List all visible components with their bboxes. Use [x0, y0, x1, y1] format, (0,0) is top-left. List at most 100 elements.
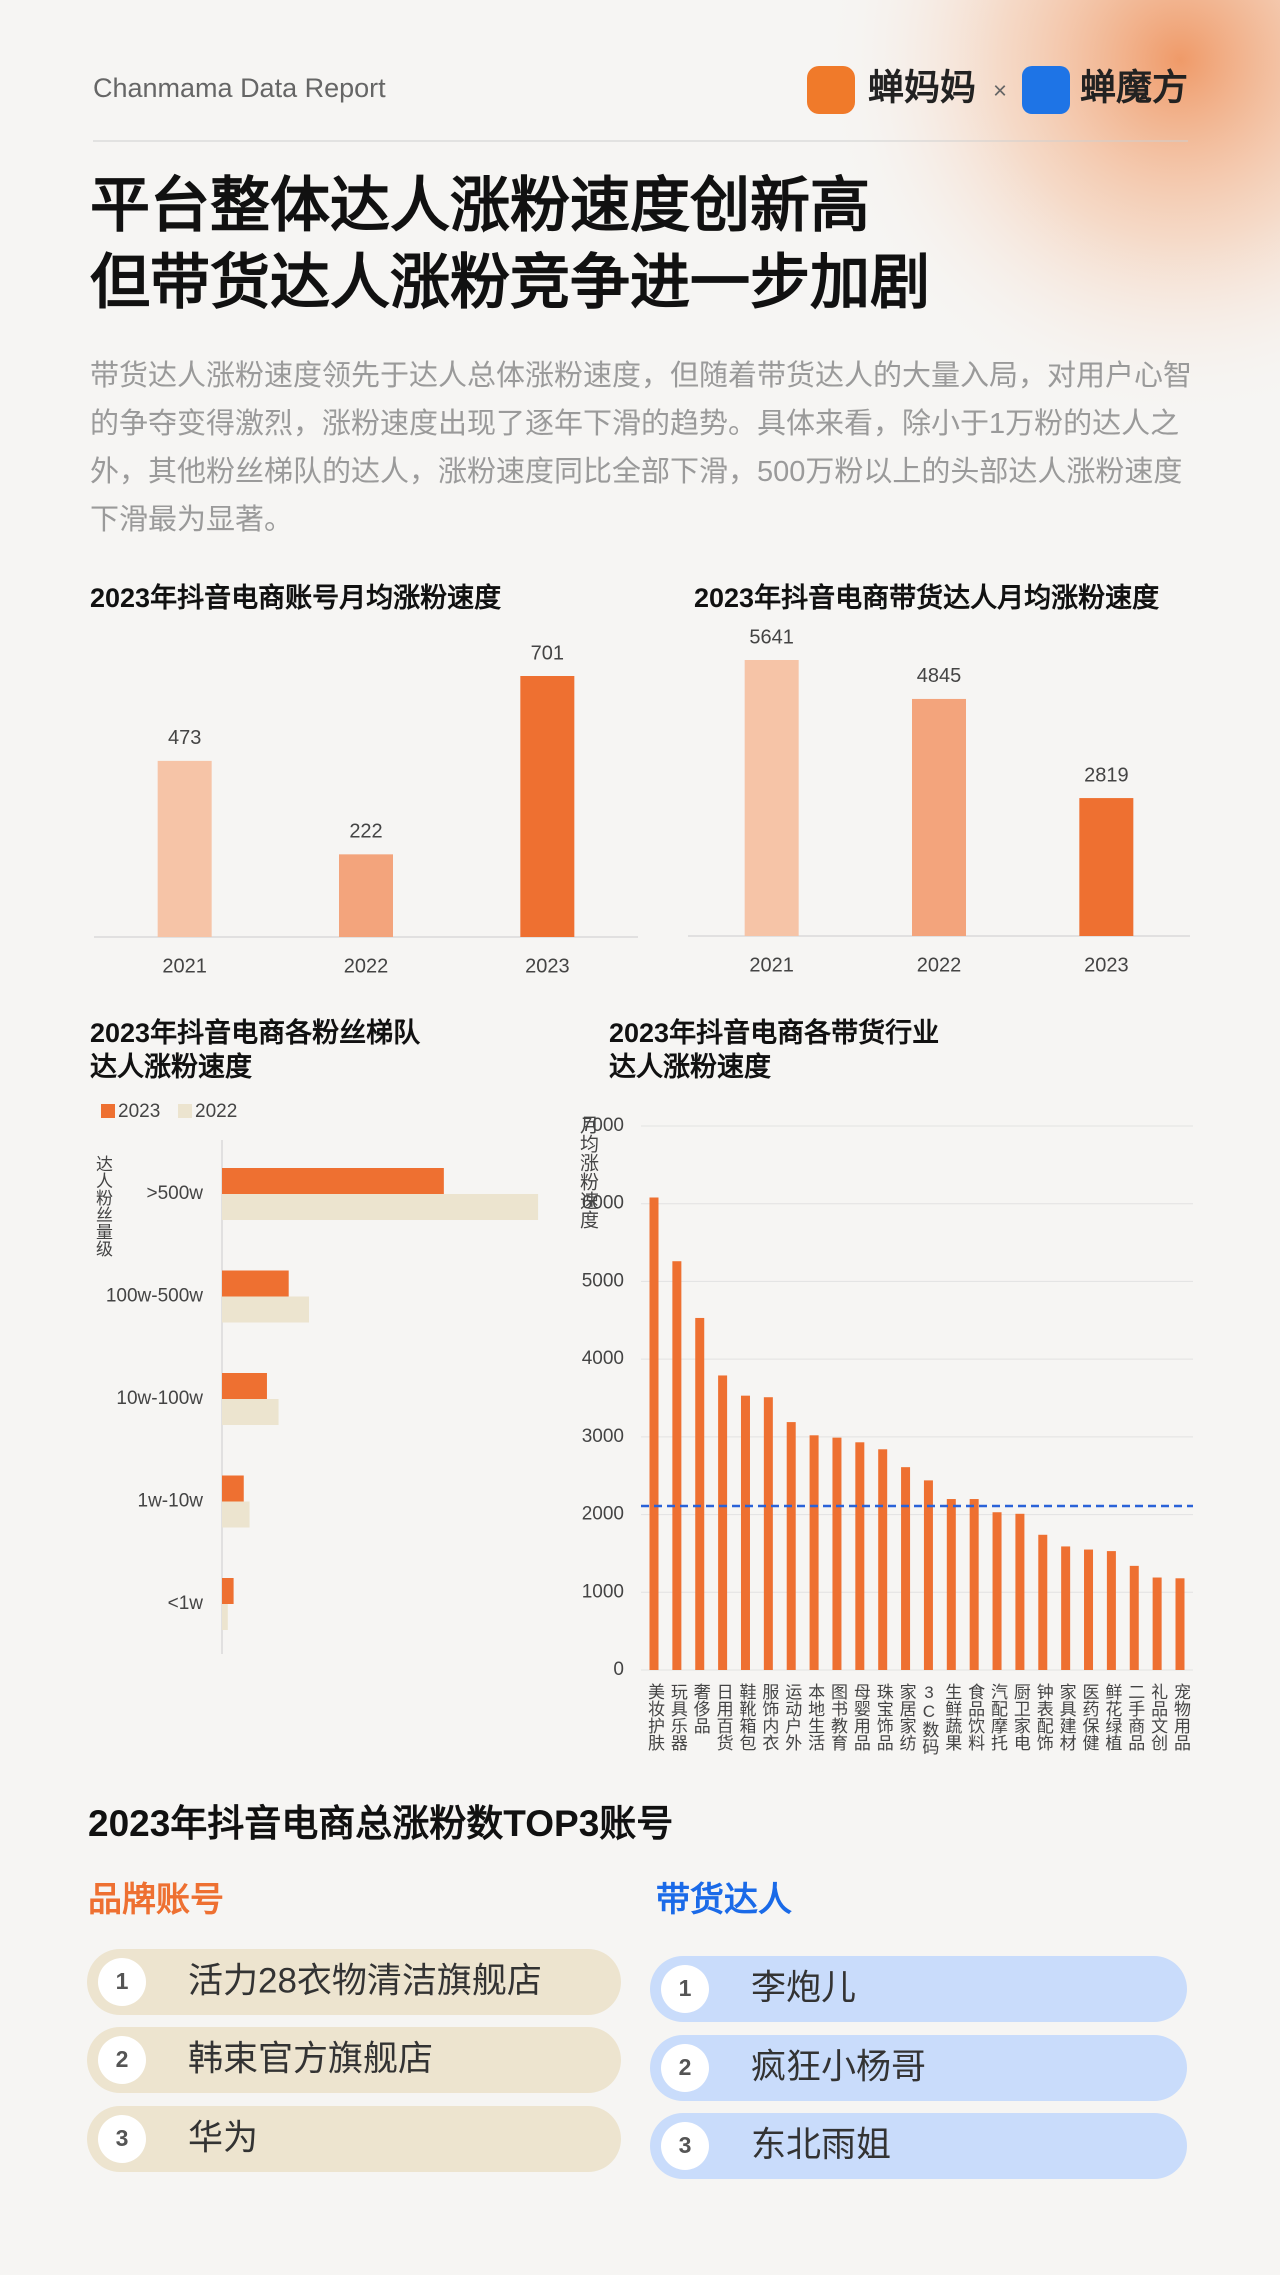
rank-badge: [98, 2036, 146, 2084]
bar: [222, 1578, 234, 1604]
legend-label: 2022: [195, 1101, 237, 1122]
x-tick-label: 生鲜蔬果: [942, 1683, 962, 1751]
bar: [992, 1512, 1002, 1670]
y-tick-label: 1000: [582, 1581, 624, 1602]
bar: [222, 1475, 244, 1502]
brand-b: 蝉魔方: [1080, 67, 1188, 108]
rank-number: 2: [679, 2054, 692, 2080]
y-tick-label: 3000: [582, 1426, 624, 1447]
x-tick-label: 母婴用品: [850, 1683, 870, 1751]
bar: [1175, 1578, 1185, 1670]
value-label: 701: [531, 642, 564, 664]
bar: [1129, 1565, 1139, 1670]
intro: 带货达人涨粉速度领先于达人总体涨粉速度，但随着带货达人的大量入局，对用户心智的争…: [90, 360, 1193, 536]
rank-number: 2: [116, 2046, 129, 2072]
x-tick-label: 3C数码: [919, 1683, 939, 1755]
x-tick-label: 2023: [525, 955, 570, 977]
y-axis-label: 达人粉丝量级: [93, 1155, 112, 1257]
rank-pill: [87, 1949, 621, 2015]
rank-pill: [650, 2113, 1187, 2179]
x-tick-label: 奢侈品: [690, 1683, 710, 1734]
account-name: 疯狂小杨哥: [751, 2047, 926, 2086]
y-tick-label: 6000: [582, 1193, 624, 1214]
bar: [832, 1437, 842, 1670]
bar: [222, 1270, 289, 1297]
bar: [222, 1604, 228, 1630]
rank-number: 1: [679, 1975, 692, 2001]
bar: [912, 698, 966, 936]
bar: [649, 1197, 659, 1670]
x-tick-label: 钟表配饰: [1033, 1683, 1053, 1751]
bar: [744, 660, 799, 936]
x-tick-label: 玩具乐器: [667, 1683, 687, 1751]
bar: [1152, 1577, 1162, 1670]
bar: [222, 1194, 539, 1220]
x-tick-label: 2022: [917, 954, 962, 976]
bar: [718, 1375, 728, 1670]
chart-title: 达人涨粉速度: [90, 1051, 252, 1082]
group-title: 带货达人: [656, 1881, 792, 1919]
account-name: 韩束官方旗舰店: [188, 2039, 433, 2078]
x-tick-label: 2021: [749, 954, 794, 976]
rank-badge: [98, 1958, 146, 2006]
logo-icon: [1022, 66, 1070, 114]
account-name: 李炮儿: [751, 1968, 856, 2007]
bar: [786, 1422, 796, 1670]
y-tick-label: 2000: [582, 1504, 624, 1525]
x-tick-label: 二手商品: [1125, 1683, 1145, 1751]
y-tick-label: 10w-100w: [116, 1388, 203, 1409]
x-tick-label: 医药保健: [1079, 1683, 1099, 1751]
bar: [1038, 1534, 1048, 1670]
x-tick-label: 2022: [344, 955, 389, 977]
bar: [1084, 1549, 1094, 1670]
x-tick-label: 宠物用品: [1171, 1683, 1190, 1751]
x-tick-label: 家居家纺: [896, 1683, 916, 1751]
brand-a: 蝉妈妈: [868, 67, 976, 108]
y-axis-label: 月均涨粉速度: [577, 1115, 598, 1229]
bar: [855, 1442, 865, 1670]
rank-badge: [98, 2115, 146, 2163]
bar: [923, 1480, 933, 1670]
x-tick-label: 厨卫家电: [1010, 1683, 1030, 1751]
x-tick-label: 礼品文创: [1148, 1683, 1168, 1751]
bar: [222, 1399, 279, 1425]
legend-label: 2023: [118, 1101, 160, 1122]
rank-badge: [661, 2122, 709, 2170]
x-tick-label: 图书教育: [827, 1683, 847, 1751]
y-tick-label: <1w: [168, 1593, 204, 1614]
x-tick-label: 日用百货: [713, 1683, 733, 1751]
value-label: 473: [168, 727, 201, 749]
bar: [809, 1435, 819, 1670]
y-tick-label: 0: [613, 1659, 624, 1680]
separator: ×: [993, 77, 1007, 104]
section-title: 2023年抖音电商总涨粉数TOP3账号: [88, 1803, 673, 1844]
rank-number: 3: [679, 2132, 692, 2158]
bar: [1079, 798, 1134, 936]
bar: [740, 1395, 750, 1670]
rank-pill: [87, 2106, 621, 2172]
rank-badge: [661, 2044, 709, 2092]
y-tick-label: 4000: [582, 1348, 624, 1369]
x-tick-label: 鞋靴箱包: [736, 1683, 756, 1751]
legend-swatch: [178, 1104, 192, 1118]
rank-number: 1: [116, 1968, 129, 1994]
account-name: 东北雨姐: [751, 2125, 891, 2164]
x-tick-label: 汽配摩托: [988, 1683, 1008, 1751]
x-tick-label: 家具建材: [1056, 1683, 1076, 1751]
title-line: 平台整体达人涨粉速度创新高: [90, 172, 870, 239]
bar: [878, 1449, 888, 1670]
y-tick-label: 5000: [582, 1270, 624, 1291]
value-label: 222: [349, 821, 382, 843]
x-tick-label: 珠宝饰品: [873, 1683, 893, 1751]
x-tick-label: 2023: [1084, 954, 1129, 976]
rank-pill: [650, 1956, 1187, 2022]
x-tick-label: 2021: [162, 955, 207, 977]
bar: [222, 1296, 309, 1323]
bar: [1015, 1513, 1025, 1670]
account-name: 华为: [188, 2118, 258, 2157]
bar: [695, 1317, 705, 1670]
bar: [157, 760, 212, 937]
account-name: 活力28衣物清洁旗舰店: [188, 1961, 542, 2000]
